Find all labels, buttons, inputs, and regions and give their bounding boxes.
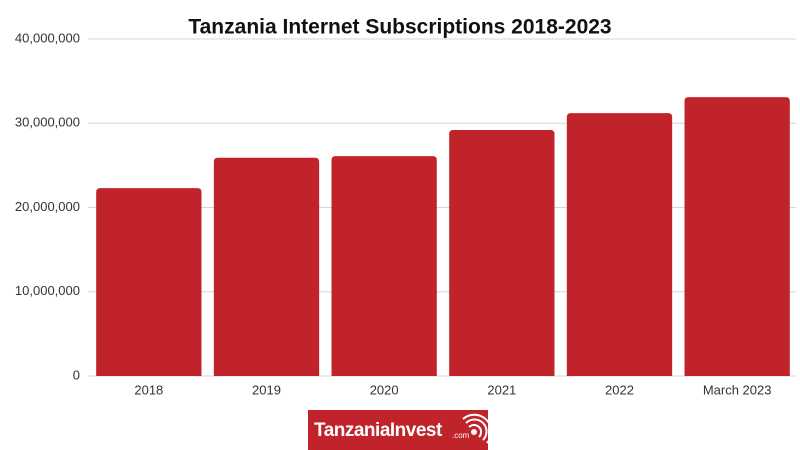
y-tick-label: 40,000,000 [15, 30, 80, 45]
x-tick-label: 2020 [370, 382, 399, 397]
logo: TanzaniaInvest .com [308, 410, 493, 450]
x-tick-label: 2022 [605, 382, 634, 397]
y-tick-label: 30,000,000 [15, 115, 80, 130]
x-tick-label: 2018 [134, 382, 163, 397]
bar [566, 113, 673, 376]
y-tick-label: 0 [73, 367, 80, 382]
logo-background [308, 410, 488, 450]
bar [96, 188, 202, 376]
x-tick-label: March 2023 [703, 382, 772, 397]
bar [213, 157, 320, 376]
bar [684, 97, 790, 376]
logo-text: TanzaniaInvest [314, 420, 443, 441]
y-tick-label: 10,000,000 [15, 283, 80, 298]
x-tick-label: 2019 [252, 382, 281, 397]
logo-icon [462, 413, 493, 444]
bar [331, 156, 437, 376]
y-tick-label: 20,000,000 [15, 199, 80, 214]
x-tick-label: 2021 [487, 382, 516, 397]
chart-title: Tanzania Internet Subscriptions 2018-202… [188, 16, 611, 39]
bar [449, 129, 555, 376]
logo-suffix: .com [452, 431, 470, 440]
